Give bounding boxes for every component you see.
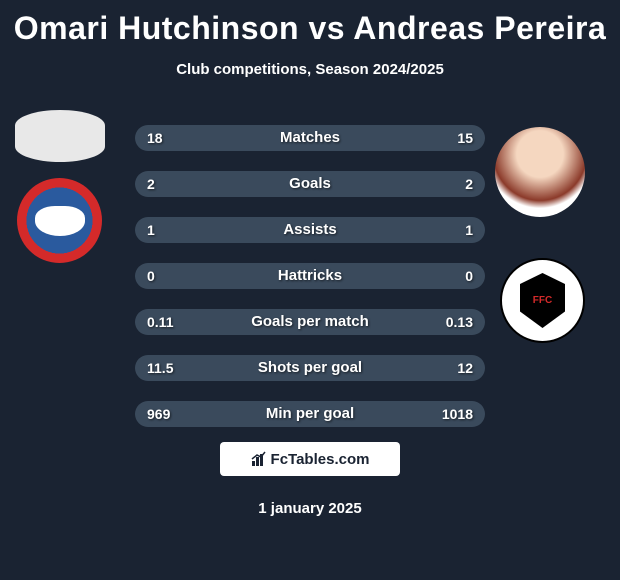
stat-row: 0.110.13Goals per match xyxy=(135,309,485,335)
player-photo-right xyxy=(495,127,585,217)
stat-label: Min per goal xyxy=(135,401,485,427)
stat-row: 9691018Min per goal xyxy=(135,401,485,427)
stat-row: 1815Matches xyxy=(135,125,485,151)
stat-row: 22Goals xyxy=(135,171,485,197)
stat-label: Hattricks xyxy=(135,263,485,289)
branding-badge: FcTables.com xyxy=(220,442,400,476)
comparison-subtitle: Club competitions, Season 2024/2025 xyxy=(0,61,620,78)
comparison-title: Omari Hutchinson vs Andreas Pereira xyxy=(0,0,620,47)
stat-row: 11.512Shots per goal xyxy=(135,355,485,381)
fulham-shield-icon: FFC xyxy=(520,273,565,328)
snapshot-date: 1 january 2025 xyxy=(0,500,620,517)
stats-container: 1815Matches 22Goals 11Assists 00Hattricks 0.… xyxy=(135,125,485,447)
branding-text: FcTables.com xyxy=(271,451,370,468)
stat-label: Goals per match xyxy=(135,309,485,335)
stat-label: Matches xyxy=(135,125,485,151)
stat-label: Goals xyxy=(135,171,485,197)
stat-row: 11Assists xyxy=(135,217,485,243)
stat-row: 00Hattricks xyxy=(135,263,485,289)
chart-icon xyxy=(251,451,267,467)
club-badge-ipswich xyxy=(17,178,102,263)
club-badge-fulham: FFC xyxy=(500,258,585,343)
stat-label: Shots per goal xyxy=(135,355,485,381)
stat-label: Assists xyxy=(135,217,485,243)
player-photo-left xyxy=(15,110,105,162)
